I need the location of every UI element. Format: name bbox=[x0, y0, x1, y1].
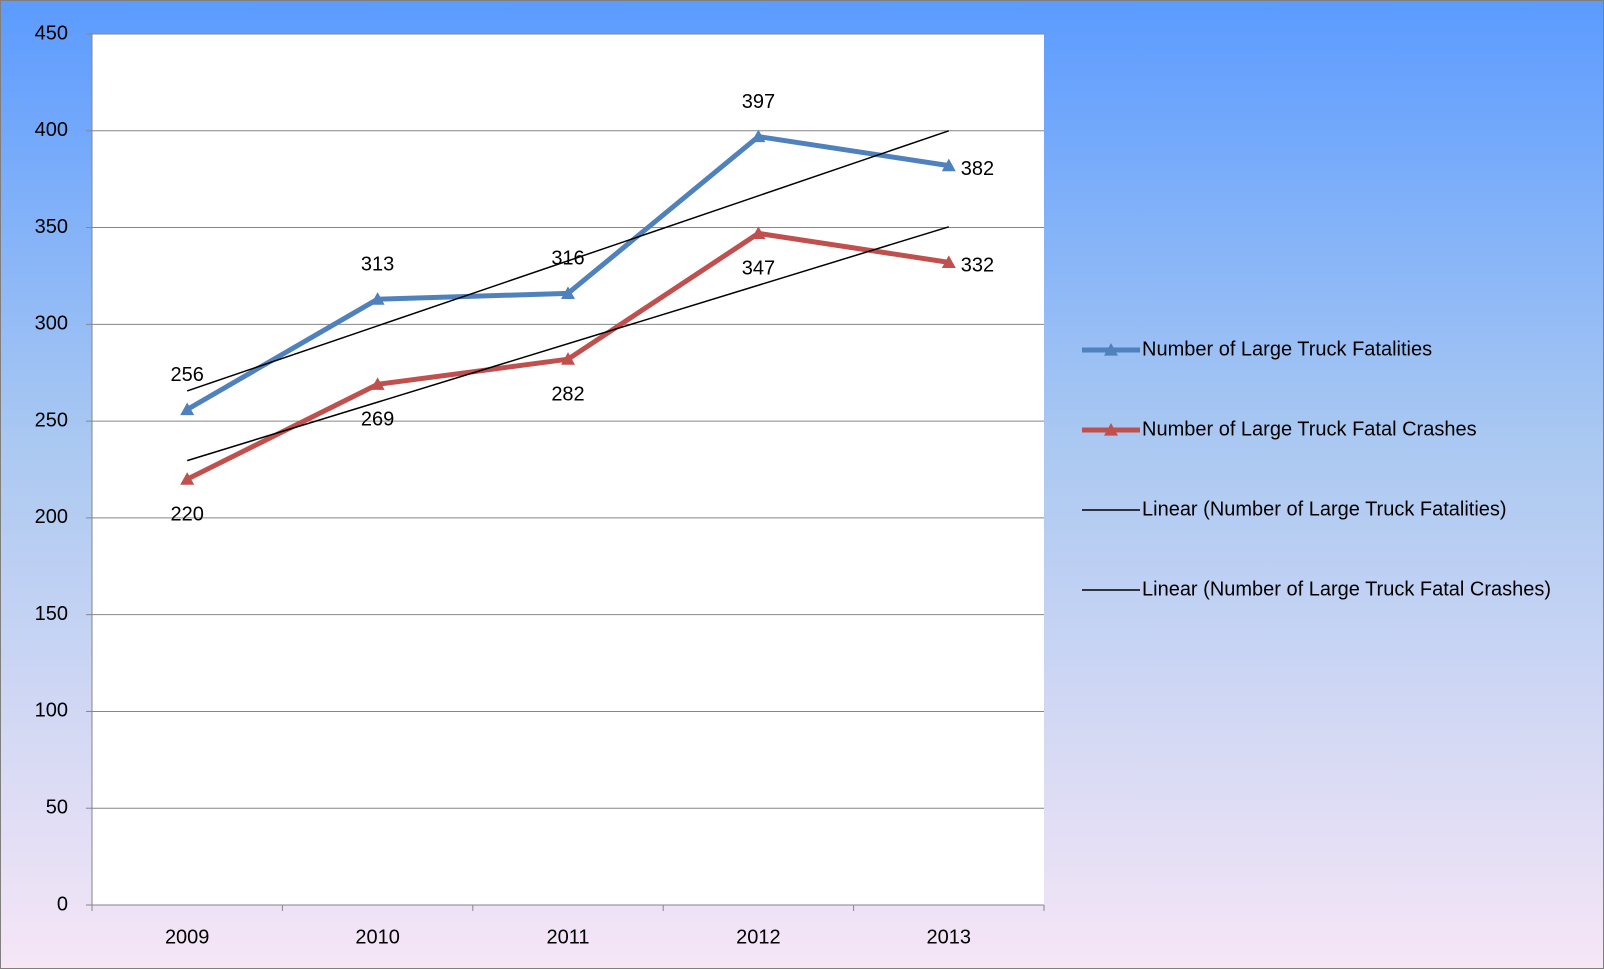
marker bbox=[180, 402, 195, 416]
trendline bbox=[186, 226, 950, 462]
marker bbox=[751, 129, 766, 143]
y-tick-label: 350 bbox=[35, 216, 68, 238]
x-tick-label: 2009 bbox=[165, 926, 210, 948]
marker bbox=[941, 255, 956, 268]
data-label: 397 bbox=[742, 91, 775, 113]
y-tick-label: 50 bbox=[46, 797, 68, 819]
x-tick-label: 2011 bbox=[546, 926, 589, 948]
y-tick-label: 0 bbox=[57, 893, 68, 915]
y-tick-label: 400 bbox=[35, 119, 68, 141]
data-label: 316 bbox=[551, 248, 584, 270]
marker bbox=[561, 352, 575, 365]
marker bbox=[751, 226, 766, 239]
trendline bbox=[186, 130, 950, 392]
legend-label: Number of Large Truck Fatal Crashes bbox=[1142, 418, 1477, 440]
y-tick-label: 150 bbox=[35, 603, 68, 625]
data-label: 220 bbox=[171, 503, 204, 525]
marker bbox=[370, 292, 385, 305]
data-label: 347 bbox=[742, 258, 775, 280]
legend-label: Number of Large Truck Fatalities bbox=[1142, 338, 1432, 360]
marker bbox=[941, 158, 956, 172]
legend-label: Linear (Number of Large Truck Fatal Cras… bbox=[1142, 578, 1551, 600]
x-tick-label: 2012 bbox=[736, 926, 781, 948]
marker bbox=[561, 286, 575, 299]
x-tick-label: 2013 bbox=[927, 926, 972, 948]
data-label: 313 bbox=[361, 253, 394, 275]
data-label: 382 bbox=[961, 158, 994, 180]
legend-label: Linear (Number of Large Truck Fatalities… bbox=[1142, 498, 1507, 520]
marker bbox=[370, 377, 385, 390]
y-tick-label: 200 bbox=[35, 506, 68, 528]
legend-marker bbox=[1104, 423, 1118, 436]
legend-marker bbox=[1104, 343, 1118, 356]
plot-area bbox=[92, 34, 1044, 905]
y-tick-label: 450 bbox=[35, 22, 68, 44]
marker bbox=[180, 472, 195, 485]
y-tick-label: 100 bbox=[35, 700, 68, 722]
data-label: 332 bbox=[961, 255, 994, 277]
data-label: 269 bbox=[361, 409, 394, 431]
data-label: 282 bbox=[551, 383, 584, 405]
x-tick-label: 2010 bbox=[355, 926, 400, 948]
data-label: 256 bbox=[171, 364, 204, 386]
y-tick-label: 250 bbox=[35, 409, 68, 431]
y-tick-label: 300 bbox=[35, 313, 68, 335]
